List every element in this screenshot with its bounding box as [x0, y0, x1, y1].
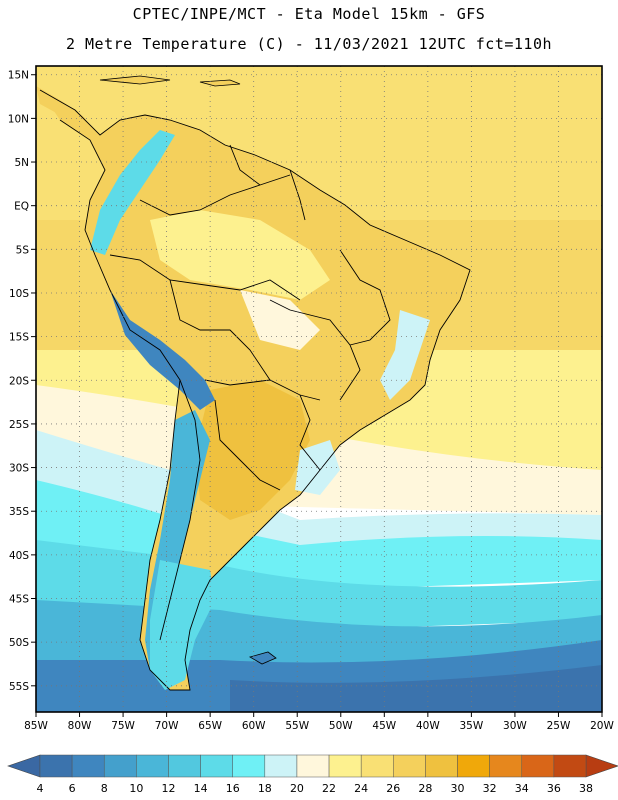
- colorbar-tick-label: 38: [579, 782, 593, 795]
- field-layers: [36, 66, 602, 712]
- lat-tick-label: 30S: [9, 463, 29, 475]
- lon-tick-label: 75W: [111, 720, 135, 732]
- lat-tick-label: 20S: [9, 375, 29, 387]
- colorbar-swatch: [521, 754, 555, 778]
- colorbar-swatch: [168, 754, 201, 778]
- colorbar-swatch: [103, 754, 137, 778]
- lat-tick-label: 15N: [8, 70, 29, 82]
- lon-tick-label: 70W: [155, 720, 179, 732]
- lat-tick-label: 5S: [16, 244, 30, 256]
- colorbar-tick-label: 12: [161, 782, 175, 795]
- land-caribbean-islands: [99, 75, 241, 87]
- colorbar-high-arrow: [585, 754, 618, 778]
- lat-tick-label: 10N: [8, 113, 29, 125]
- lat-tick-label: 45S: [9, 594, 29, 606]
- field-ocean-coldest: [230, 665, 602, 712]
- lat-tick-label: 50S: [9, 637, 29, 649]
- lat-tick-label: 10S: [9, 288, 29, 300]
- colorbar-swatch: [425, 754, 458, 778]
- land-andes-central: [110, 290, 215, 410]
- land-andes-north: [90, 130, 175, 255]
- colorbar-tick-label: 20: [290, 782, 304, 795]
- colorbar-tick-label: 24: [354, 782, 368, 795]
- land-central-america: [36, 86, 90, 130]
- lon-tick-label: 65W: [198, 720, 222, 732]
- land-pale-amazon: [150, 210, 330, 300]
- colorbar-tick-label: 8: [101, 782, 108, 795]
- colorbar-tick-label: 26: [386, 782, 400, 795]
- lat-tick-label: 35S: [9, 506, 29, 518]
- colorbar-tick-label: 32: [483, 782, 497, 795]
- colorbar-swatch: [264, 754, 298, 778]
- colorbar-tick-label: 30: [451, 782, 465, 795]
- colorbar-swatch: [393, 754, 426, 778]
- colorbar-low-arrow: [7, 754, 41, 778]
- colorbar-tick-label: 4: [37, 782, 44, 795]
- colorbar-swatch: [457, 754, 490, 778]
- colorbar-swatches: [7, 754, 618, 778]
- lon-tick-label: 20W: [590, 720, 614, 732]
- lon-tick-label: 35W: [460, 720, 484, 732]
- land-pale-center: [240, 290, 320, 350]
- colorbar-tick-label: 34: [515, 782, 529, 795]
- colorbar-tick-label: 18: [258, 782, 272, 795]
- longitude-axis: 85W 80W 75W 70W 65W 60W 55W 50W 45W 40W 35W 30W 25W 2…: [24, 712, 614, 732]
- lon-tick-label: 50W: [329, 720, 353, 732]
- lon-tick-label: 80W: [68, 720, 92, 732]
- lon-tick-label: 25W: [547, 720, 571, 732]
- map-title-line2: 2 Metre Temperature (C) - 11/03/2021 12U…: [65, 35, 553, 53]
- colorbar-tick-label: 36: [547, 782, 561, 795]
- lon-tick-label: 60W: [242, 720, 266, 732]
- land-falklands: [248, 651, 277, 665]
- lat-tick-label: 40S: [9, 550, 29, 562]
- land-patagonia: [150, 560, 215, 690]
- map-title-line1: CPTEC/INPE/MCT - Eta Model 15km - GFS: [132, 5, 486, 23]
- colorbar-swatch: [136, 754, 169, 778]
- colorbar-labels: 4 6 8 10 12 14 16 18 20 22 24 26 28 30 32 34 36 38: [37, 782, 594, 795]
- colorbar-tick-label: 6: [69, 782, 76, 795]
- colorbar-swatch: [360, 754, 394, 778]
- lat-tick-label: 15S: [9, 332, 29, 344]
- lat-tick-label: 55S: [9, 681, 29, 693]
- lat-tick-label: 5N: [14, 157, 29, 169]
- political-borders: [39, 89, 471, 691]
- colorbar-tick-label: 16: [226, 782, 240, 795]
- lon-tick-label: 55W: [285, 720, 309, 732]
- colorbar-swatch: [328, 754, 362, 778]
- colorbar-swatch: [39, 754, 73, 778]
- colorbar-tick-label: 28: [418, 782, 432, 795]
- land-brazil-coast-cool: [380, 310, 430, 400]
- latitude-axis: 15N 10N 5N EQ 5S 10S 15S 20S 25S 30S 35S 40S 45S 50S 5…: [8, 70, 36, 693]
- colorbar-swatch: [200, 754, 233, 778]
- lon-tick-label: 30W: [503, 720, 527, 732]
- colorbar-tick-label: 22: [322, 782, 336, 795]
- colorbar-tick-label: 10: [129, 782, 143, 795]
- lon-tick-label: 40W: [416, 720, 440, 732]
- map-frame: [35, 65, 603, 713]
- land-hot-interior: [195, 380, 310, 520]
- colorbar-swatch: [232, 754, 266, 778]
- lon-tick-label: 85W: [24, 720, 48, 732]
- lon-tick-label: 45W: [372, 720, 396, 732]
- colorbar-swatch: [296, 754, 330, 778]
- lat-tick-label: EQ: [14, 201, 29, 213]
- colorbar-swatch: [71, 754, 105, 778]
- colorbar-swatch: [489, 754, 523, 778]
- colorbar-tick-label: 14: [194, 782, 208, 795]
- colorbar-swatch: [553, 754, 587, 778]
- lat-tick-label: 25S: [9, 419, 29, 431]
